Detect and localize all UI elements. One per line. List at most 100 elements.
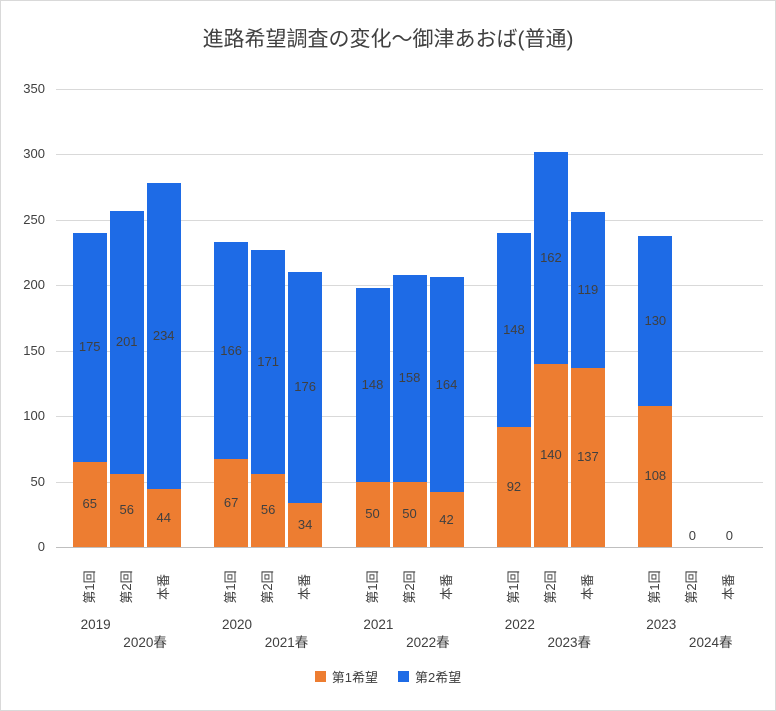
- gridline: [56, 154, 763, 156]
- category-group: 92 148 第1回 140 162 第2回 137 119 本番 2022 2023春: [480, 89, 621, 650]
- segment-second-choice: [392, 274, 427, 482]
- group-label-spring: 2022春: [406, 635, 450, 650]
- group-label-year: 2021: [363, 617, 394, 632]
- data-label: 171: [257, 353, 279, 369]
- segment-first-choice: [72, 461, 107, 547]
- data-label: 140: [540, 447, 562, 463]
- segment-first-choice: [355, 481, 390, 547]
- data-label: 166: [220, 342, 242, 358]
- segment-first-choice: [251, 473, 286, 547]
- stacked-bar: 108 130 第1回: [638, 235, 673, 604]
- data-label: 56: [260, 502, 276, 518]
- segment-second-choice: [429, 277, 464, 493]
- group-label-year: 2023: [646, 617, 677, 632]
- category-group: 67 166 第1回 56 171 第2回 34 176 本番 2020 2021春: [197, 89, 338, 650]
- y-axis-tick-label: 0: [37, 539, 45, 554]
- legend-swatch: [314, 671, 326, 682]
- data-label: 164: [435, 376, 458, 392]
- segment-first-choice: [570, 367, 605, 547]
- segment-first-choice: [146, 489, 181, 547]
- segment-second-choice: [570, 212, 605, 368]
- y-axis-tick-label: 100: [23, 408, 45, 424]
- x-axis-tick-label: 本番: [721, 574, 737, 601]
- stacked-bar: 50 148 第1回: [355, 287, 390, 604]
- x-axis-tick-label: 第1回: [505, 570, 521, 604]
- stacked-bar: 65 175 第1回: [72, 232, 107, 604]
- category-group: 65 175 第1回 56 201 第2回 44 234 本番 2019 2020春: [56, 89, 197, 650]
- data-label: 44: [156, 510, 171, 526]
- group-label-spring: 2023春: [547, 635, 592, 650]
- legend-label: 第1希望: [331, 670, 378, 685]
- x-axis-tick-label: 本番: [155, 574, 171, 601]
- x-axis-tick-label: 第2回: [542, 570, 558, 604]
- data-label: 137: [577, 449, 599, 465]
- legend-swatch: [398, 671, 409, 682]
- stacked-bar: 34 176 本番: [288, 272, 323, 600]
- x-axis-tick-label: 本番: [438, 574, 454, 601]
- y-axis-tick-label: 350: [23, 81, 45, 96]
- data-label: 201: [115, 334, 138, 350]
- legend-label: 第2希望: [415, 670, 462, 685]
- stacked-bar: 67 166 第1回: [214, 242, 249, 604]
- segment-second-choice: [214, 242, 249, 460]
- data-label: 56: [119, 502, 134, 518]
- segment-second-choice: [72, 232, 107, 462]
- x-axis-tick-label: 第2回: [118, 570, 134, 604]
- stacked-bar: 137 119 本番: [570, 212, 605, 600]
- y-axis-tick-label: 200: [23, 277, 45, 293]
- segment-second-choice: [146, 183, 181, 490]
- stacked-bar: 42 164 本番: [429, 277, 464, 600]
- stacked-bar: 140 162 第2回: [533, 151, 568, 604]
- y-axis-tick-label: 300: [23, 146, 45, 162]
- plot-area: 0 50 100 150 200 250 300 350 65 175 第1回 56 201 第2回 44…: [23, 81, 763, 650]
- x-axis-tick-label: 本番: [297, 574, 313, 601]
- segment-first-choice: [429, 492, 464, 547]
- chart-title: 進路希望調査の変化～御津あおば(普通): [202, 28, 574, 51]
- segment-second-choice: [355, 287, 390, 482]
- y-axis-tick-label: 150: [23, 342, 45, 358]
- segment-first-choice: [496, 426, 531, 547]
- segment-first-choice: [533, 363, 568, 547]
- x-axis-tick-label: 第2回: [401, 570, 417, 604]
- data-label: 50: [365, 506, 380, 522]
- data-label: 162: [540, 249, 562, 265]
- data-label: 0: [688, 528, 696, 543]
- group-label-year: 2019: [80, 617, 111, 632]
- data-label: 130: [644, 312, 667, 328]
- group-label-year: 2020: [221, 617, 253, 632]
- data-label: 0: [725, 528, 733, 543]
- segment-first-choice: [214, 459, 249, 547]
- data-label: 92: [506, 478, 522, 494]
- segment-first-choice: [109, 473, 144, 547]
- y-axis-tick-label: 50: [30, 473, 45, 489]
- segment-second-choice: [251, 249, 286, 474]
- data-label: 176: [294, 379, 316, 395]
- data-label: 119: [577, 281, 599, 297]
- data-label: 67: [223, 495, 239, 511]
- segment-second-choice: [533, 151, 568, 364]
- segment-first-choice: [288, 502, 323, 547]
- x-axis-tick-label: 第1回: [647, 570, 663, 604]
- stacked-bar: 50 158 第2回: [392, 274, 427, 604]
- x-axis-tick-label: 第2回: [684, 570, 700, 604]
- x-axis-tick-label: 第1回: [364, 570, 380, 604]
- stacked-bar: 56 201 第2回: [109, 210, 144, 604]
- legend: 第1希望 第2希望: [1, 667, 775, 686]
- data-label: 65: [82, 496, 97, 512]
- segment-first-choice: [638, 405, 673, 547]
- stacked-bar: 92 148 第1回: [496, 232, 531, 604]
- data-label: 158: [398, 370, 421, 386]
- segment-second-choice: [288, 272, 323, 503]
- y-axis-tick-label: 250: [23, 211, 45, 227]
- group-label-spring: 2021春: [264, 635, 309, 650]
- segment-second-choice: [109, 210, 144, 474]
- data-label: 234: [152, 328, 175, 344]
- data-label: 148: [361, 376, 384, 392]
- gridline: [56, 89, 763, 90]
- category-group: 108 130 第1回 0 第2回 0 本番 2023 2024春: [622, 89, 763, 650]
- data-label: 42: [439, 511, 454, 527]
- x-axis-tick-label: 本番: [579, 574, 595, 601]
- stacked-bar: 56 171 第2回: [251, 249, 286, 604]
- x-axis-tick-label: 第1回: [223, 570, 239, 604]
